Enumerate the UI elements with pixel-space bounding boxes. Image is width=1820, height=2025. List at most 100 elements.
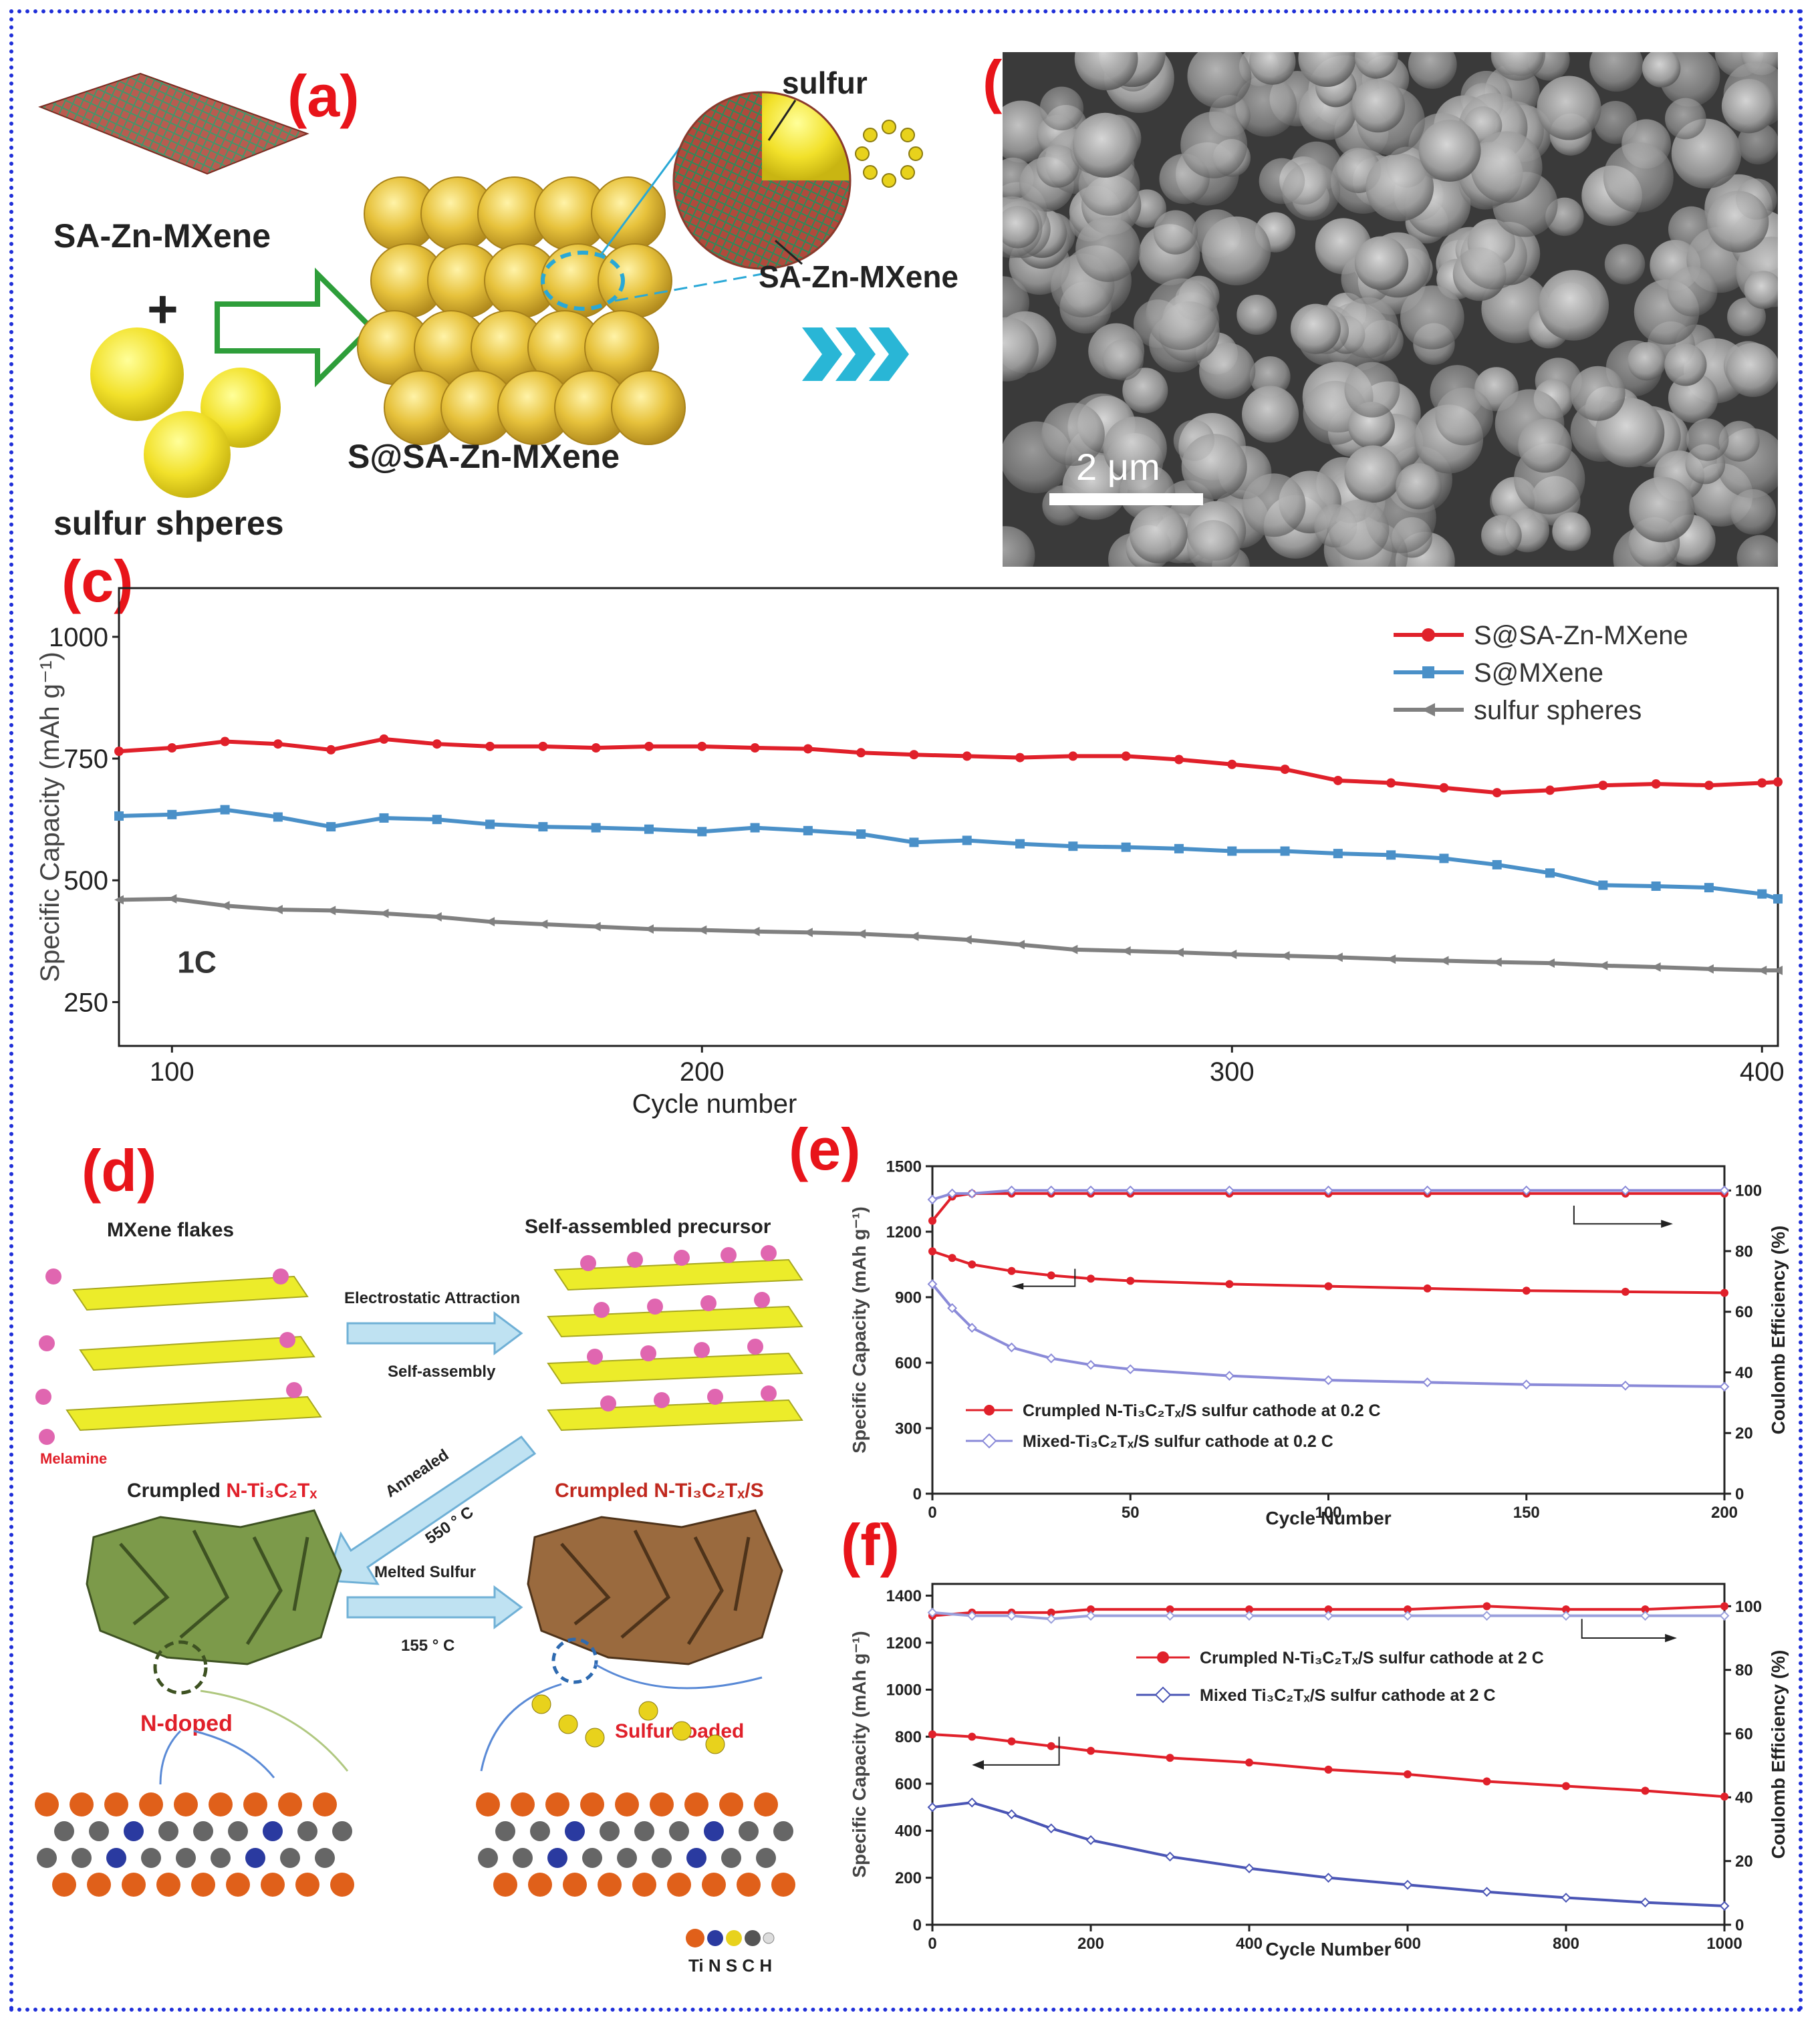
data-point <box>968 1260 977 1268</box>
data-point <box>1165 1611 1175 1621</box>
legend-marker <box>984 1405 995 1415</box>
data-point <box>1439 783 1449 793</box>
data-point <box>326 906 336 916</box>
data-point <box>1545 958 1555 968</box>
y-axis-label: Specific Capacity (mAh g⁻¹) <box>849 1206 870 1454</box>
x-tick-label: 1000 <box>1706 1935 1742 1953</box>
s8-ring-icon <box>855 120 923 188</box>
x-tick-label: 400 <box>1740 1057 1785 1087</box>
legend-marker <box>1422 666 1434 678</box>
precursor-stack-icon <box>547 1245 803 1432</box>
chart-c: 100 200 300 400 250 500 750 1000 Cycle number Spe… <box>35 587 1785 1119</box>
y-tick-label: 750 <box>63 745 108 774</box>
figure-border <box>9 9 1803 2012</box>
mxene-sheet-icon <box>38 72 309 175</box>
series-line <box>118 807 1779 901</box>
data-point <box>1482 1602 1491 1611</box>
y-tick-label: 1200 <box>886 1634 922 1652</box>
legend-label: Crumpled N-Ti₃C₂Tₓ/S sulfur cathode at 0… <box>1023 1401 1381 1420</box>
data-point <box>1085 1359 1096 1370</box>
data-point <box>1015 753 1025 763</box>
data-point <box>1166 1754 1174 1762</box>
data-point <box>803 825 813 835</box>
data-point <box>909 932 919 942</box>
data-point <box>379 813 389 823</box>
data-point <box>1720 1289 1728 1297</box>
y2-tick-label: 60 <box>1735 1725 1753 1743</box>
data-point <box>1007 1611 1017 1621</box>
data-point <box>538 741 548 751</box>
data-point <box>591 823 601 833</box>
data-point <box>1720 1602 1728 1611</box>
data-point <box>909 750 919 760</box>
y-tick-label: 300 <box>895 1420 922 1438</box>
data-point <box>928 1216 936 1225</box>
data-point <box>1719 1381 1730 1392</box>
data-point <box>1046 1614 1057 1624</box>
data-point <box>1047 1742 1055 1750</box>
data-point <box>1720 1792 1728 1801</box>
label-self-assembly: Self-assembly <box>388 1363 496 1381</box>
mxene-flakes-icon <box>66 1275 322 1432</box>
data-point <box>1402 1879 1413 1890</box>
data-point <box>326 745 336 755</box>
data-point <box>1007 1342 1017 1353</box>
scale-bar <box>1049 493 1203 505</box>
data-point <box>966 1188 977 1199</box>
panel-label-a: (a) <box>287 63 360 129</box>
data-point <box>432 739 442 749</box>
data-point <box>1757 778 1767 788</box>
atom-legend-icon <box>686 1929 775 1947</box>
data-point <box>644 824 654 834</box>
data-point <box>273 812 283 822</box>
y-tick-label: 1400 <box>886 1587 922 1605</box>
data-point <box>1280 846 1290 856</box>
legend-marker <box>981 1433 997 1449</box>
y-tick-label: 500 <box>63 866 108 896</box>
y2-tick-label: 40 <box>1735 1364 1753 1382</box>
label-melamine: Melamine <box>40 1450 107 1467</box>
data-point <box>803 928 813 938</box>
data-point <box>1386 850 1396 860</box>
data-point <box>750 823 760 833</box>
arrow-head <box>1665 1633 1677 1643</box>
arrow-head <box>972 1760 985 1770</box>
data-point <box>1562 1782 1570 1790</box>
data-point <box>750 743 760 753</box>
label-shell: SA-Zn-MXene <box>759 259 958 294</box>
data-point <box>1482 1777 1491 1786</box>
arrow-head <box>1661 1220 1673 1228</box>
y2-tick-label: 80 <box>1735 1242 1753 1260</box>
data-point <box>927 1278 938 1289</box>
data-point <box>432 815 442 825</box>
data-point <box>644 924 654 934</box>
data-point <box>962 935 972 945</box>
data-point <box>1482 1887 1492 1897</box>
data-point <box>114 747 124 757</box>
data-point <box>856 929 866 939</box>
plot-frame <box>118 587 1779 1047</box>
y-tick-label: 1000 <box>49 623 108 652</box>
data-point <box>1015 940 1025 950</box>
data-point <box>1125 1364 1136 1375</box>
data-point <box>1323 1375 1333 1385</box>
data-point <box>220 901 230 911</box>
y-axis-label: Specific Capacity (mAh g⁻¹) <box>35 652 65 982</box>
data-point <box>538 822 548 832</box>
data-point <box>379 734 389 744</box>
y-axis-label: Specific Capacity (mAh g⁻¹) <box>849 1631 870 1878</box>
data-point <box>485 917 495 927</box>
label-melted-sulfur: Melted Sulfur <box>374 1563 476 1581</box>
data-point <box>1641 1786 1650 1795</box>
x-axis-label: Cycle number <box>632 1089 797 1119</box>
data-point <box>1087 1746 1095 1755</box>
data-point <box>485 741 495 751</box>
legend-label: Crumpled N-Ti₃C₂Tₓ/S sulfur cathode at 2… <box>1200 1649 1544 1667</box>
data-point <box>1121 842 1131 852</box>
data-point <box>432 912 442 922</box>
data-point <box>1651 881 1661 891</box>
data-point <box>114 811 124 821</box>
data-point <box>1757 889 1767 899</box>
panel-label-d: (d) <box>82 1137 157 1204</box>
data-point <box>962 835 972 845</box>
